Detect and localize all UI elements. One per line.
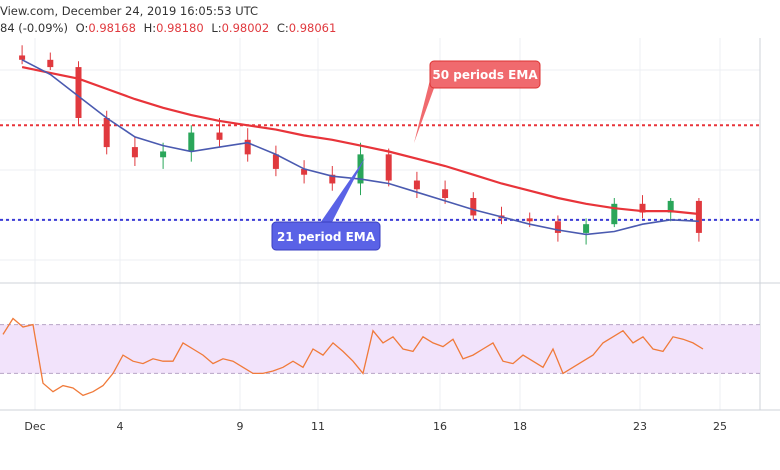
ema-lines xyxy=(21,59,700,236)
candle-body xyxy=(357,154,364,184)
candle-body xyxy=(272,154,279,169)
high-value: 0.98180 xyxy=(156,21,204,35)
chart-header: View.com, December 24, 2019 16:05:53 UTC… xyxy=(0,0,780,38)
ema21-pointer xyxy=(318,158,365,226)
x-tick-label: 18 xyxy=(513,420,527,433)
candle-body xyxy=(75,67,82,118)
candle-body xyxy=(329,174,336,184)
high-label: H: xyxy=(143,21,157,35)
candle-body xyxy=(47,59,54,68)
rsi-line xyxy=(2,317,704,397)
level-lines xyxy=(0,124,760,221)
ema50-line xyxy=(21,66,700,216)
candles xyxy=(19,45,702,245)
candle-body xyxy=(385,154,392,181)
candle-body xyxy=(611,203,618,225)
x-tick-label: 25 xyxy=(713,420,727,433)
x-axis: Dec 4 9 11 16 18 23 25 xyxy=(24,420,727,433)
candle-body xyxy=(667,200,674,213)
rsi-band xyxy=(0,324,760,374)
x-tick-label: 4 xyxy=(117,420,124,433)
candle-body xyxy=(639,203,646,213)
open-label: O: xyxy=(75,21,89,35)
ema50-pointer xyxy=(414,80,437,143)
x-tick-label: 16 xyxy=(433,420,447,433)
change-prefix: 84 xyxy=(0,21,15,35)
ema50-label-box xyxy=(429,60,541,89)
candle-body xyxy=(103,118,110,148)
low-label: L: xyxy=(211,21,222,35)
x-tick-label: 11 xyxy=(311,420,325,433)
ema21-callout: 21 period EMA xyxy=(271,158,381,251)
candle-body xyxy=(442,189,449,198)
x-tick-label: 9 xyxy=(237,420,244,433)
candle-body xyxy=(244,139,251,155)
ema21-label-box xyxy=(271,221,381,251)
candle-body xyxy=(470,198,477,216)
x-tick-label: 23 xyxy=(633,420,647,433)
change-percent: (-0.09%) xyxy=(18,21,68,35)
header-source-text: View.com, December 24, 2019 16:05:53 UTC xyxy=(0,4,259,18)
candle-body xyxy=(301,168,308,175)
header-source: View.com, December 24, 2019 16:05:53 UTC xyxy=(0,4,258,18)
candle-body xyxy=(413,180,420,190)
candle-body xyxy=(131,147,138,158)
close-label: C: xyxy=(276,21,289,35)
candle-body xyxy=(554,221,561,233)
x-tick-label: Dec xyxy=(24,420,45,433)
ema21-line xyxy=(21,59,699,236)
candle-body xyxy=(583,224,590,233)
close-value: 0.98061 xyxy=(288,21,337,35)
ohlc-readout: 84 (-0.09%) O:0.98168 H:0.98180 L:0.9800… xyxy=(0,21,336,35)
open-value: 0.98168 xyxy=(88,21,136,35)
candle-body xyxy=(19,55,26,60)
low-value: 0.98002 xyxy=(221,21,270,35)
candle-body xyxy=(160,151,167,158)
candle-body xyxy=(695,200,702,233)
ema50-label: 50 periods EMA xyxy=(432,68,538,82)
candle-body xyxy=(526,218,533,222)
candle-body xyxy=(216,132,223,140)
ema21-label: 21 period EMA xyxy=(277,230,376,244)
ema50-callout: 50 periods EMA xyxy=(414,60,541,143)
candle-body xyxy=(188,132,195,152)
rsi-panel xyxy=(0,317,760,397)
